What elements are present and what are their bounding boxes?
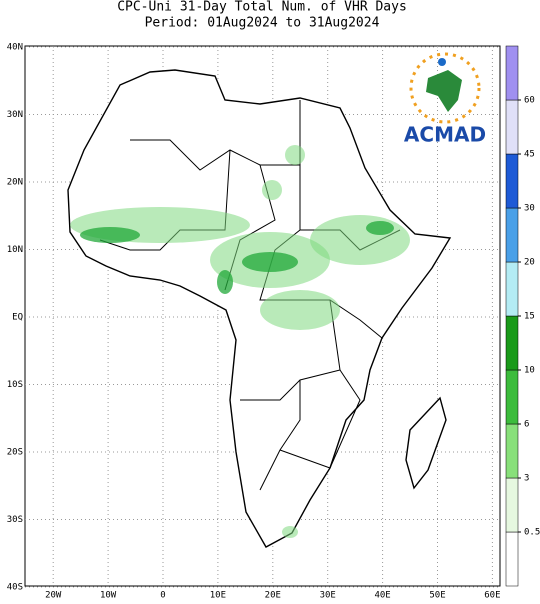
colorbar-swatch: [505, 45, 519, 101]
colorbar-label: 15: [524, 312, 535, 322]
lon-tick-label: 20E: [265, 591, 281, 601]
colorbar-label: 45: [524, 150, 535, 160]
lat-tick-label: 20N: [7, 178, 23, 188]
lon-tick-label: 60E: [484, 591, 500, 601]
colorbar-swatch: [505, 369, 519, 425]
logo: ACMAD: [404, 52, 486, 147]
colorbar-label: 6: [524, 420, 529, 430]
colorbar-swatch: [505, 315, 519, 371]
logo-text: ACMAD: [404, 123, 486, 147]
colorbar-swatch: [505, 423, 519, 479]
lon-tick-label: 10E: [210, 591, 226, 601]
colorbar-swatch: [505, 99, 519, 155]
lon-tick-label: 30E: [320, 591, 336, 601]
lon-tick-label: 10W: [100, 591, 117, 601]
lon-tick-label: 20W: [45, 591, 62, 601]
colorbar: 0.5 3 6 10 15 20 30 45 60: [505, 45, 540, 587]
title: CPC-Uni 31-Day Total Num. of VHR Days: [117, 0, 407, 15]
colorbar-swatch: [505, 207, 519, 263]
lon-tick-label: 50E: [429, 591, 445, 601]
colorbar-swatch: [505, 153, 519, 209]
lat-tick-label: 10S: [7, 380, 23, 390]
lat-tick-label: 40S: [7, 583, 23, 593]
colorbar-swatch: [505, 531, 519, 587]
colorbar-label: 0.5: [524, 528, 540, 538]
colorbar-swatch: [505, 261, 519, 317]
colorbar-label: 3: [524, 474, 529, 484]
colorbar-label: 20: [524, 258, 535, 268]
land: [67, 69, 452, 548]
lat-tick-label: 30N: [7, 110, 23, 120]
lat-tick-label: 40N: [7, 43, 23, 53]
lon-tick-label: 40E: [374, 591, 390, 601]
lat-tick-label: EQ: [12, 313, 23, 323]
axes: 40N 30N 20N 10N EQ 10S 20S 30S 40S 20W 10W 0 10E 20E 3…: [7, 43, 501, 601]
colorbar-swatch: [505, 477, 519, 533]
lat-tick-label: 30S: [7, 515, 23, 525]
rainfall-shading: [70, 145, 410, 538]
subtitle: Period: 01Aug2024 to 31Aug2024: [145, 16, 380, 31]
colorbar-label: 30: [524, 204, 535, 214]
lat-tick-label: 20S: [7, 448, 23, 458]
lat-tick-label: 10N: [7, 245, 23, 255]
lon-tick-label: 0: [160, 591, 165, 601]
colorbar-label: 60: [524, 96, 535, 106]
colorbar-label: 10: [524, 366, 535, 376]
